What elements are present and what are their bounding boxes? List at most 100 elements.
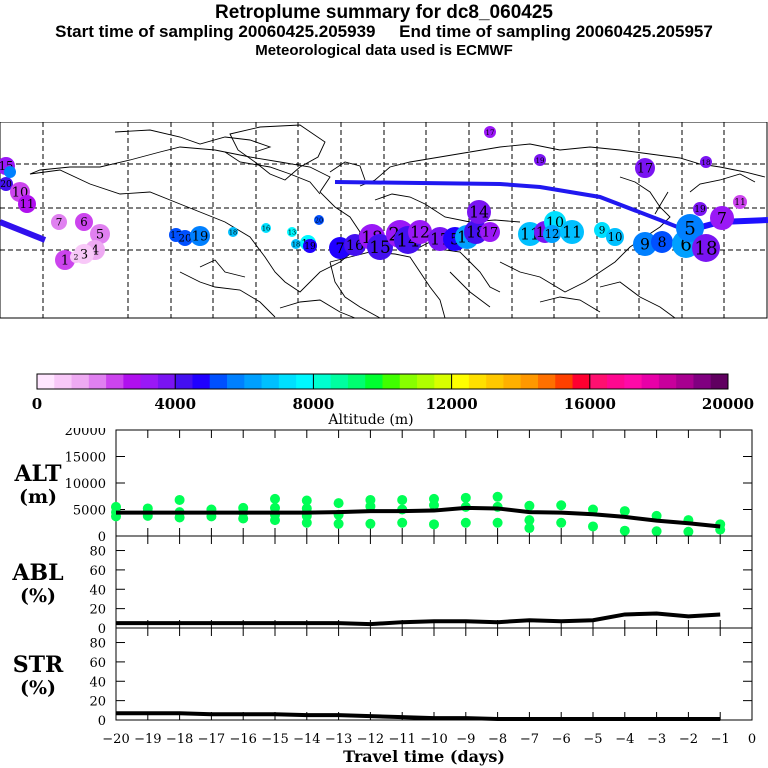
plume-day-label: 6 bbox=[680, 234, 692, 255]
plume-circle bbox=[70, 251, 82, 263]
alt-scatter-point bbox=[333, 498, 344, 509]
plume-day-label: 11 bbox=[734, 198, 746, 208]
y-tick-label: 20 bbox=[89, 695, 106, 710]
colorbar-swatch bbox=[399, 374, 418, 389]
alt-scatter-point bbox=[270, 502, 280, 513]
plume-circle bbox=[676, 214, 704, 242]
colorbar-swatch bbox=[486, 374, 504, 389]
alt-scatter-point bbox=[588, 521, 598, 532]
plume-day-label: 5 bbox=[684, 218, 696, 239]
colorbar-label: Altitude (m) bbox=[327, 412, 413, 428]
y-tick-label: 15000 bbox=[65, 451, 106, 466]
panel-label-abl: ABL bbox=[11, 560, 63, 586]
alt-scatter-point bbox=[301, 517, 312, 528]
plume-circle bbox=[261, 223, 271, 233]
colorbar-swatch bbox=[382, 374, 401, 389]
alt-scatter-point bbox=[365, 518, 376, 529]
x-axis-label: Travel time (days) bbox=[343, 747, 505, 766]
alt-scatter-point bbox=[397, 494, 408, 505]
x-tick-label: −18 bbox=[166, 732, 193, 747]
plume-day-label: 17 bbox=[637, 162, 654, 177]
plume-day-label: 19 bbox=[536, 157, 545, 165]
x-tick-label: −7 bbox=[520, 732, 539, 747]
y-tick-label: 60 bbox=[89, 656, 106, 671]
plume-circle bbox=[594, 222, 610, 238]
plume-circle bbox=[287, 227, 297, 237]
colorbar-swatch bbox=[209, 374, 228, 389]
plume-day-label: 5 bbox=[96, 228, 104, 243]
colorbar-swatch bbox=[88, 374, 107, 389]
plume-day-label: 16 bbox=[262, 224, 270, 232]
plume-circle bbox=[55, 250, 75, 270]
colorbar-tick-label: 0 bbox=[32, 395, 42, 413]
colorbar-swatch bbox=[54, 374, 73, 389]
colorbar-swatch bbox=[417, 374, 435, 389]
y-tick-label: 0 bbox=[98, 714, 106, 729]
colorbar-tick-label: 16000 bbox=[564, 395, 616, 413]
alt-scatter-point bbox=[301, 495, 312, 506]
colorbar-swatch bbox=[468, 374, 487, 389]
plume-day-label: 19 bbox=[694, 205, 706, 215]
y-tick-label: 10000 bbox=[65, 477, 106, 492]
plume-circle bbox=[700, 156, 712, 168]
colorbar-swatch bbox=[641, 374, 660, 389]
alt-scatter-point bbox=[619, 506, 630, 517]
plume-circle bbox=[90, 224, 110, 244]
plume-circle bbox=[480, 222, 500, 242]
x-tick-label: −15 bbox=[261, 732, 288, 747]
plume-circle bbox=[633, 232, 657, 256]
colorbar-swatch bbox=[296, 374, 314, 389]
plume-circle bbox=[228, 227, 238, 237]
plume-day-label: 9 bbox=[640, 235, 650, 253]
plume-circle bbox=[303, 239, 317, 253]
colorbar-swatch bbox=[244, 374, 263, 389]
plume-circle bbox=[408, 220, 432, 244]
plume-day-label: 3 bbox=[80, 248, 88, 263]
plume-circle bbox=[18, 195, 36, 213]
alt-scatter-point bbox=[460, 492, 471, 503]
y-tick-label: 5000 bbox=[73, 504, 106, 519]
alt-scatter-point bbox=[333, 518, 344, 529]
plume-day-label: 10 bbox=[608, 230, 623, 244]
x-tick-label: −16 bbox=[229, 732, 256, 747]
plume-day-label: 7 bbox=[717, 209, 727, 227]
alt-scatter-point bbox=[651, 526, 662, 537]
plot-title: Retroplume summary for dc8_060425 bbox=[215, 2, 553, 23]
colorbar-swatch bbox=[589, 374, 608, 389]
alt-mean-line bbox=[116, 505, 721, 529]
plume-day-label: 1 bbox=[61, 254, 69, 269]
plume-circle bbox=[606, 228, 624, 246]
x-tick-label: −19 bbox=[134, 732, 161, 747]
colorbar-swatch bbox=[37, 374, 55, 389]
plume-day-label: 19 bbox=[304, 242, 316, 252]
plume-circle bbox=[733, 195, 747, 209]
x-tick-label: 0 bbox=[748, 732, 756, 747]
colorbar-swatch bbox=[710, 374, 729, 389]
str-line bbox=[116, 711, 721, 722]
plume-day-label: 17 bbox=[482, 226, 499, 241]
alt-scatter-point bbox=[238, 502, 249, 513]
alt-scatter-point bbox=[619, 525, 630, 536]
sampling-time-line: Start time of sampling 20060425.205939 E… bbox=[55, 22, 713, 41]
plume-circle bbox=[560, 220, 584, 244]
alt-scatter-point bbox=[524, 500, 535, 511]
plume-circle bbox=[467, 200, 491, 224]
plume-day-label: 7 bbox=[335, 241, 344, 257]
y-tick-label: 0 bbox=[98, 530, 106, 545]
plume-day-label: 20 bbox=[315, 216, 323, 224]
plume-day-label: 11 bbox=[20, 197, 35, 211]
colorbar-swatch bbox=[192, 374, 211, 389]
plume-day-label: 18 bbox=[229, 228, 237, 236]
colorbar-swatch bbox=[175, 374, 193, 389]
alt-scatter-point bbox=[460, 517, 471, 528]
plume-day-label: 17 bbox=[486, 129, 495, 137]
map-grid bbox=[0, 122, 767, 318]
plume-day-label: 18 bbox=[694, 238, 717, 259]
colorbar-swatch bbox=[520, 374, 539, 389]
colorbar-swatch bbox=[658, 374, 677, 389]
x-tick-label: −11 bbox=[388, 732, 415, 747]
x-tick-label: −20 bbox=[102, 732, 129, 747]
y-tick-label: 20000 bbox=[65, 428, 106, 439]
colorbar-swatch bbox=[624, 374, 643, 389]
colorbar-swatch bbox=[313, 374, 332, 389]
